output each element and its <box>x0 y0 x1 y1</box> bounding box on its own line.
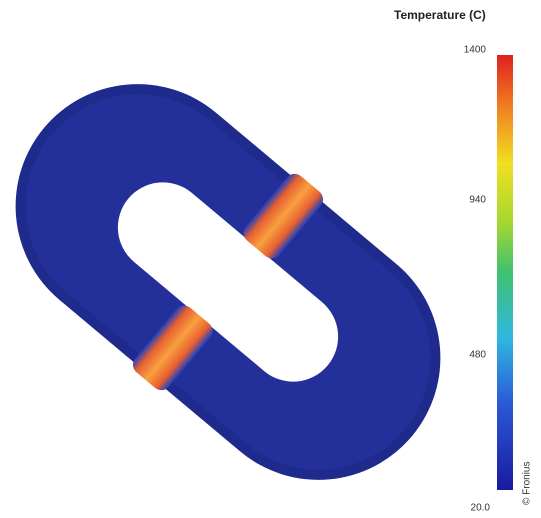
colorbar-tick: 1400 <box>464 45 487 56</box>
chain-link <box>0 30 494 518</box>
credit: © Fronius <box>522 462 533 506</box>
colorbar <box>497 55 513 490</box>
colorbar-title: Temperature (C) <box>394 8 486 22</box>
colorbar-tick: 20.0 <box>471 503 491 514</box>
screenshot: Temperature (C) 1400 940 480 20.0 © Fron… <box>0 0 541 518</box>
colorbar-tick: 940 <box>469 195 486 206</box>
colorbar-tick: 480 <box>469 350 486 361</box>
